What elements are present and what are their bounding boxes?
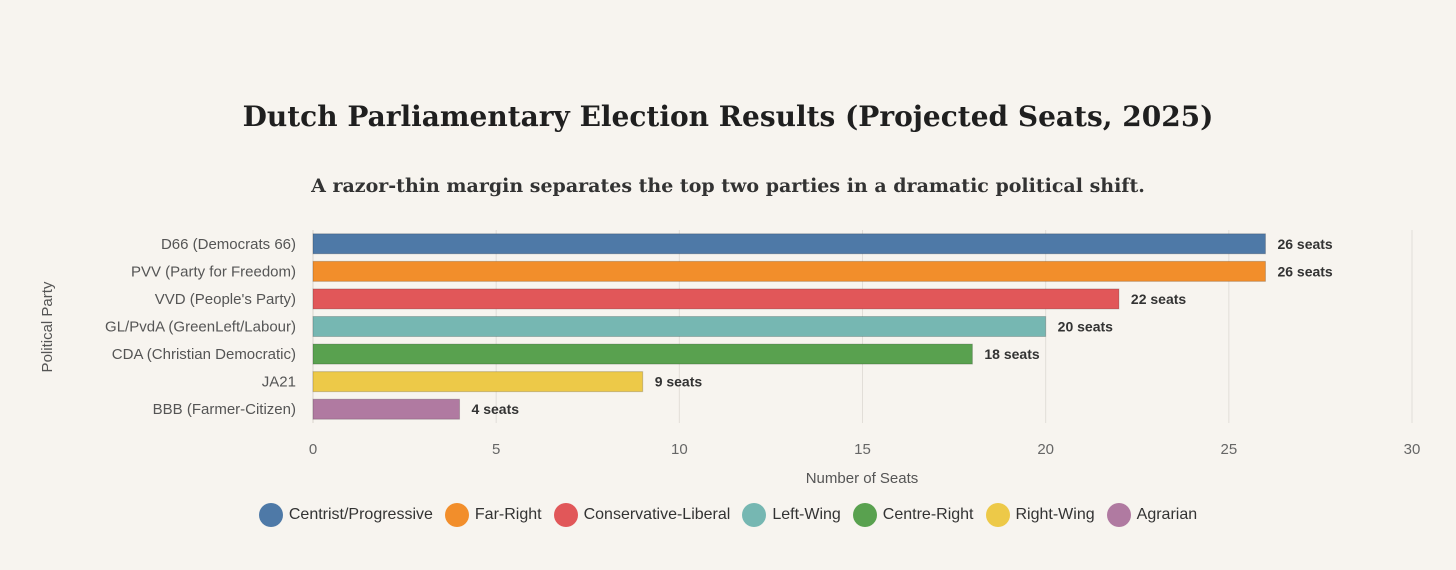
legend-swatch: [1106, 503, 1131, 527]
x-tick-label: 0: [309, 441, 317, 458]
bar[interactable]: [312, 343, 973, 365]
legend-label: Centrist/Progressive: [288, 506, 433, 523]
data-label: 26 seats: [1277, 236, 1332, 252]
legend-swatch: [553, 503, 578, 527]
legend-swatch: [742, 503, 767, 527]
x-tick-label: 20: [1037, 441, 1054, 458]
legend-label: Centre-Right: [882, 506, 974, 523]
x-axis-title: Number of Seats: [806, 470, 919, 487]
data-label: 20 seats: [1058, 319, 1113, 335]
chart-title: Dutch Parliamentary Election Results (Pr…: [242, 100, 1214, 133]
bar[interactable]: [312, 260, 1266, 282]
data-label: 26 seats: [1277, 263, 1332, 279]
x-tick-label: 10: [671, 441, 688, 458]
data-label: 18 seats: [984, 346, 1039, 362]
bars: [312, 233, 1266, 420]
legend-item[interactable]: Left-Wing: [742, 503, 841, 527]
category-label: PVV (Party for Freedom): [131, 263, 296, 280]
data-label: 9 seats: [655, 374, 703, 390]
y-axis-title: Political Party: [39, 281, 56, 372]
bar[interactable]: [312, 233, 1266, 255]
x-tick-label: 15: [854, 441, 871, 458]
legend-label: Left-Wing: [772, 506, 841, 523]
bar[interactable]: [312, 316, 1047, 337]
chart-subtitle: A razor-thin margin separates the top tw…: [311, 175, 1145, 197]
x-tick-label: 25: [1220, 441, 1237, 458]
legend-swatch: [258, 503, 283, 527]
legend: Centrist/Progressive Far-Right Conservativ…: [0, 503, 1456, 527]
legend-swatch: [852, 503, 877, 527]
legend-item[interactable]: Right-Wing: [985, 503, 1095, 527]
category-label: CDA (Christian Democratic): [112, 346, 296, 363]
data-label: 22 seats: [1131, 291, 1186, 307]
legend-label: Agrarian: [1136, 506, 1198, 523]
x-tick-label: 30: [1404, 441, 1421, 458]
legend-item[interactable]: Centrist/Progressive: [258, 503, 433, 527]
legend-swatch: [985, 503, 1010, 527]
category-label: VVD (People's Party): [155, 291, 296, 308]
legend-swatch: [444, 503, 469, 527]
legend-item[interactable]: Agrarian: [1106, 503, 1198, 527]
category-label: BBB (Farmer-Citizen): [153, 401, 296, 418]
category-label: JA21: [262, 374, 296, 391]
labels: 0 5 10 15 20 25 30 D66 (Democrats 66) 26 seats PV…: [105, 236, 1420, 458]
legend-item[interactable]: Conservative-Liberal: [553, 503, 731, 527]
legend-item[interactable]: Far-Right: [444, 503, 542, 527]
bar[interactable]: [312, 371, 644, 393]
legend-item[interactable]: Centre-Right: [852, 503, 974, 527]
category-label: GL/PvdA (GreenLeft/Labour): [105, 319, 296, 336]
data-label: 4 seats: [472, 401, 520, 417]
legend-label: Conservative-Liberal: [583, 506, 731, 523]
x-tick-label: 5: [492, 441, 500, 458]
legend-label: Right-Wing: [1015, 506, 1095, 523]
legend-label: Far-Right: [474, 506, 542, 523]
category-label: D66 (Democrats 66): [161, 236, 296, 253]
bar[interactable]: [312, 398, 461, 420]
bar[interactable]: [312, 288, 1120, 310]
